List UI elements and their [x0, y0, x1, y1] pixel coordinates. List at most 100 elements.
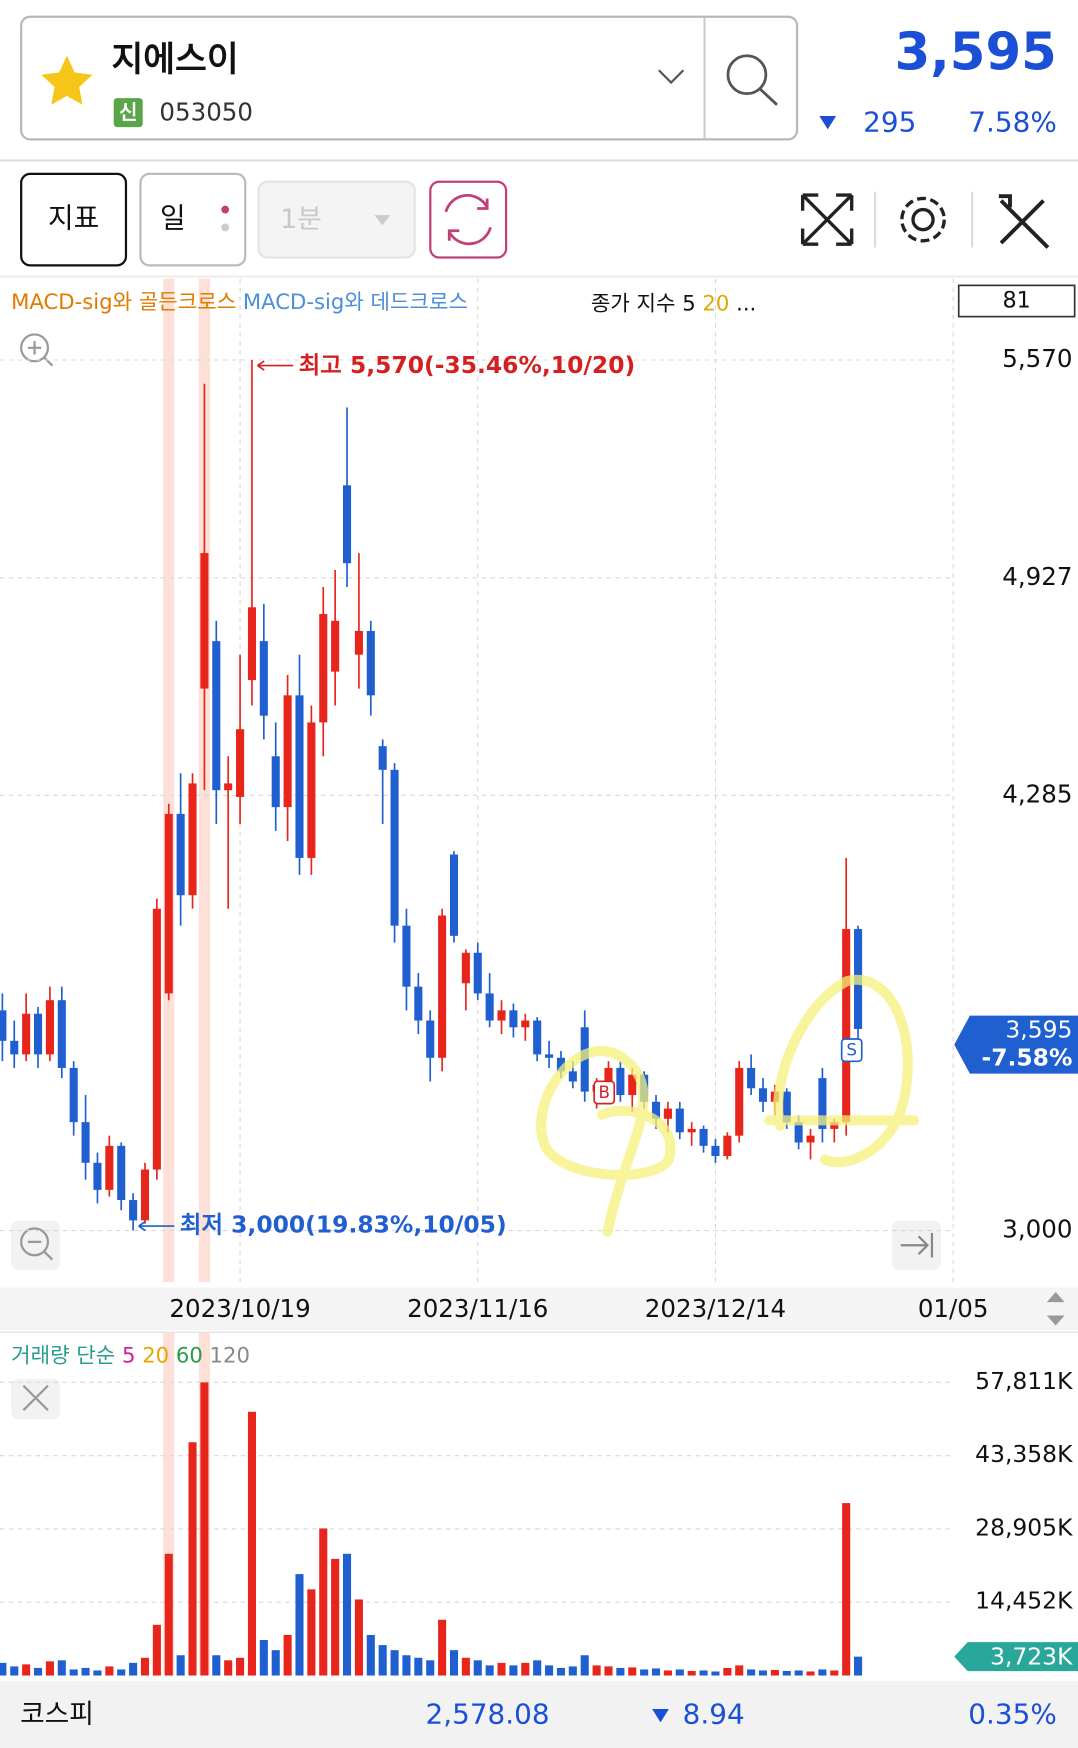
period-dot	[221, 205, 230, 214]
volume-bar	[224, 1660, 233, 1676]
candle-body	[22, 1013, 31, 1055]
index-down	[652, 1708, 669, 1723]
volume-bar	[259, 1640, 268, 1676]
candle-body	[735, 1067, 744, 1136]
volume-bar	[117, 1669, 126, 1676]
candle-body	[449, 854, 459, 936]
legend: 거래량 단순 5 20 60 120	[11, 1343, 250, 1368]
volume-bar	[129, 1662, 138, 1676]
legend-entry: 120	[210, 1343, 250, 1368]
y-tick-label: 5,570	[1002, 344, 1072, 373]
close-volume[interactable]	[22, 1384, 49, 1412]
jump-end[interactable]	[900, 1232, 934, 1258]
volume-bar	[461, 1657, 470, 1676]
volume-bar	[81, 1667, 90, 1676]
volume-bar	[295, 1574, 304, 1676]
candle-body	[307, 722, 316, 858]
volume-bar	[188, 1442, 197, 1676]
dropdown-chevron[interactable]	[658, 69, 685, 85]
volume-bar	[640, 1669, 649, 1676]
legend-entry: 20	[142, 1343, 176, 1368]
count-value: 81	[1003, 287, 1031, 313]
refresh-arrows	[447, 198, 489, 241]
volume-bar	[57, 1660, 66, 1676]
count-box[interactable]	[957, 284, 1076, 318]
volume-bar	[402, 1655, 411, 1676]
volume-bar	[854, 1656, 863, 1676]
fullscreen-icon[interactable]	[800, 193, 854, 246]
refresh-button[interactable]	[429, 180, 508, 259]
interval-button[interactable]	[257, 180, 416, 259]
candle-body	[188, 783, 197, 896]
candle-body	[295, 695, 304, 858]
last-price-label: 3,595	[1005, 1016, 1072, 1044]
search-icon[interactable]	[726, 54, 768, 96]
index-change: 8.94	[683, 1698, 745, 1731]
x-tick-label: 2023/10/19	[169, 1294, 310, 1323]
y-tick-label: 4,927	[1002, 562, 1072, 591]
candle-body	[628, 1074, 637, 1096]
volume-bar	[331, 1558, 340, 1676]
legend-entry: MACD-sig와 데드크로스	[243, 289, 468, 314]
candle-body	[0, 1010, 7, 1041]
volume-bar	[236, 1657, 245, 1676]
volume-bar	[426, 1660, 435, 1676]
candle-body	[81, 1122, 90, 1163]
volume-bar	[69, 1669, 78, 1676]
candle-body	[378, 746, 387, 770]
candle-body	[842, 929, 851, 1123]
volume-bar	[390, 1650, 399, 1676]
axis-scroll[interactable]	[1046, 1292, 1065, 1326]
indicator-button[interactable]	[20, 172, 128, 267]
volume-bar	[509, 1665, 518, 1676]
candle-body	[212, 641, 221, 791]
volume-bar	[616, 1667, 625, 1676]
candle-body	[473, 952, 482, 994]
zoom-out[interactable]	[20, 1227, 50, 1257]
last-price-badge	[954, 1015, 1078, 1074]
volume-bar	[449, 1650, 459, 1676]
x-axis-bg	[0, 1287, 1078, 1330]
candle-body	[129, 1200, 138, 1221]
search-box[interactable]	[20, 15, 799, 141]
y-tick-label: 4,285	[1002, 779, 1072, 808]
badge-bg	[113, 98, 143, 128]
stock-name: 지에스이	[111, 40, 238, 80]
legend-entry: 20	[702, 290, 729, 315]
volume-bar	[747, 1669, 756, 1676]
volume-bar	[93, 1670, 102, 1676]
candle-body	[271, 756, 280, 808]
candle-body	[568, 1071, 577, 1082]
volume-bar	[830, 1670, 839, 1676]
x-tick-label: 01/05	[918, 1294, 989, 1323]
volume-bar	[663, 1670, 672, 1676]
candle-body	[806, 1135, 815, 1143]
sell-marker-text: S	[846, 1040, 857, 1060]
volume-bar	[176, 1655, 185, 1676]
y-tick-label: 3,000	[1002, 1215, 1072, 1244]
volume-bar	[545, 1665, 554, 1676]
volume-bar	[366, 1634, 375, 1676]
candle-body	[224, 783, 233, 791]
zoom-in[interactable]	[20, 333, 50, 363]
settings-icon[interactable]	[911, 207, 935, 232]
low-annotation: 최저 3,000(19.83%,10/05)	[180, 1211, 507, 1239]
interval-caret	[374, 215, 391, 226]
candle-body	[651, 1101, 661, 1119]
favorite-star[interactable]	[41, 55, 93, 105]
period-button[interactable]	[139, 172, 247, 267]
candle-body	[604, 1067, 613, 1085]
volume-bar	[212, 1655, 221, 1676]
high-arrow	[257, 360, 294, 371]
candle-body	[711, 1145, 720, 1157]
legend-entry: 60	[176, 1343, 210, 1368]
candle-body	[663, 1108, 672, 1119]
tools-icon[interactable]	[998, 194, 1050, 249]
zoom-in-glyph	[27, 341, 54, 367]
price-change: 295	[863, 106, 916, 139]
high-annotation: 최고 5,570(-35.46%,10/20)	[299, 351, 635, 379]
candle-body	[117, 1145, 126, 1201]
zoom-out-glyph	[27, 1240, 54, 1261]
